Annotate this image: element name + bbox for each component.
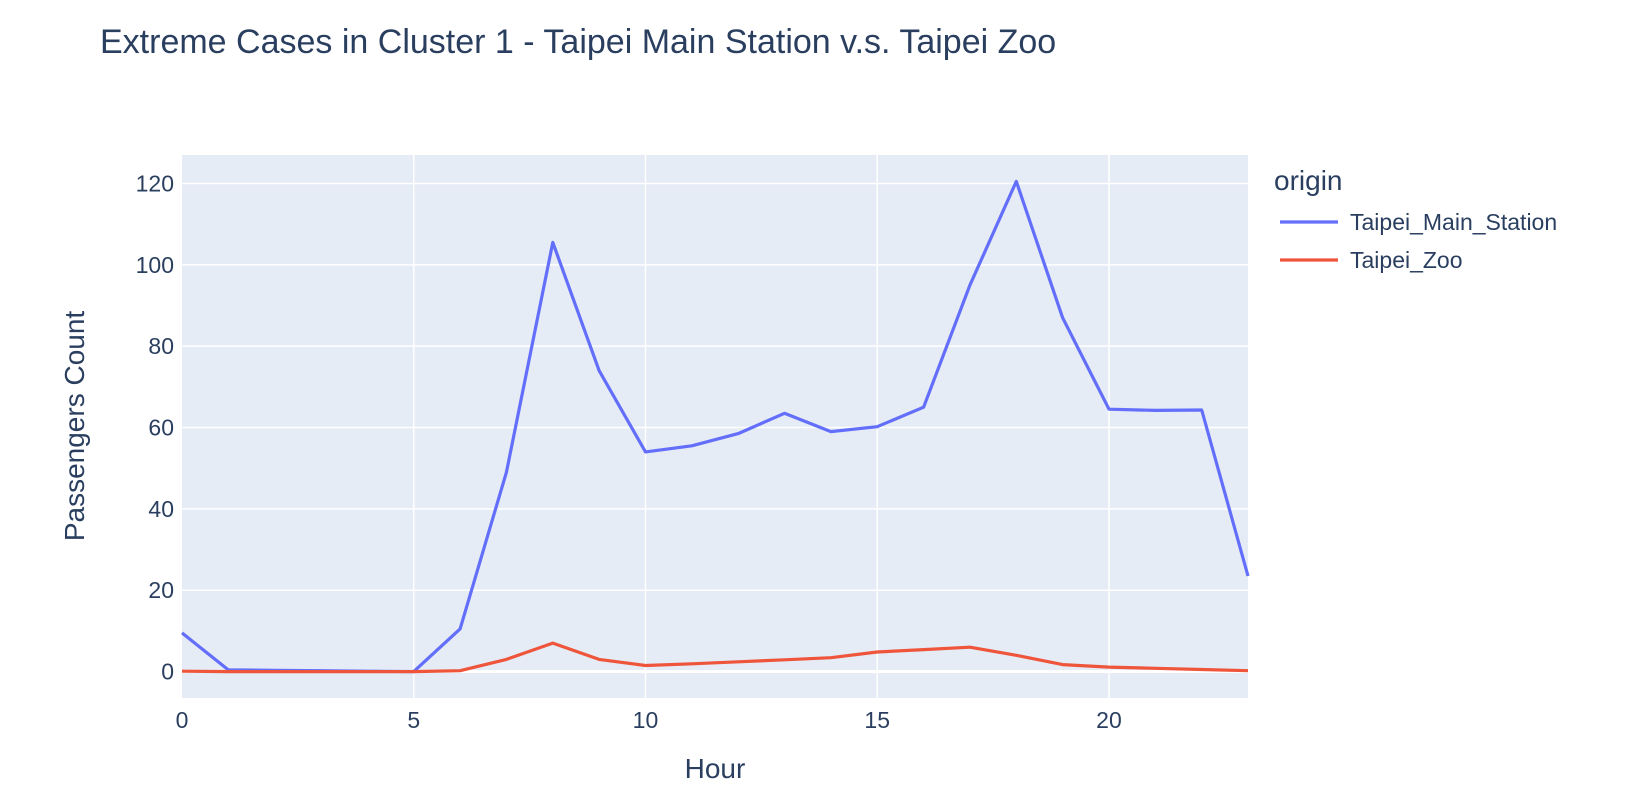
plot-area [182, 155, 1248, 698]
x-axis-ticks: 0 5 10 15 20 [176, 707, 1122, 733]
y-tick-label: 20 [148, 577, 174, 603]
legend: origin Taipei_Main_Station Taipei_Zoo [1274, 165, 1557, 273]
legend-item[interactable]: Taipei_Zoo [1280, 247, 1463, 273]
y-tick-label: 60 [148, 415, 174, 441]
y-tick-label: 40 [148, 496, 174, 522]
series-line-taipei-zoo [181, 641, 1249, 674]
legend-label: Taipei_Zoo [1350, 247, 1463, 273]
legend-title: origin [1274, 165, 1342, 196]
legend-label: Taipei_Main_Station [1350, 209, 1557, 235]
x-tick-label: 10 [633, 707, 659, 733]
y-tick-label: 0 [161, 659, 174, 685]
series-lines [181, 179, 1250, 674]
y-axis-title: Passengers Count [59, 311, 90, 542]
x-tick-label: 15 [864, 707, 890, 733]
y-tick-label: 80 [148, 333, 174, 359]
y-tick-label: 100 [136, 252, 174, 278]
y-tick-label: 120 [136, 170, 174, 196]
y-axis-ticks: 0 20 40 60 80 100 120 [136, 170, 174, 684]
x-tick-label: 5 [407, 707, 420, 733]
legend-items: Taipei_Main_Station Taipei_Zoo [1280, 209, 1557, 273]
x-axis-title: Hour [685, 753, 746, 784]
x-tick-label: 20 [1096, 707, 1122, 733]
chart-title: Extreme Cases in Cluster 1 - Taipei Main… [100, 23, 1056, 61]
x-tick-label: 0 [176, 707, 189, 733]
legend-item[interactable]: Taipei_Main_Station [1280, 209, 1557, 235]
